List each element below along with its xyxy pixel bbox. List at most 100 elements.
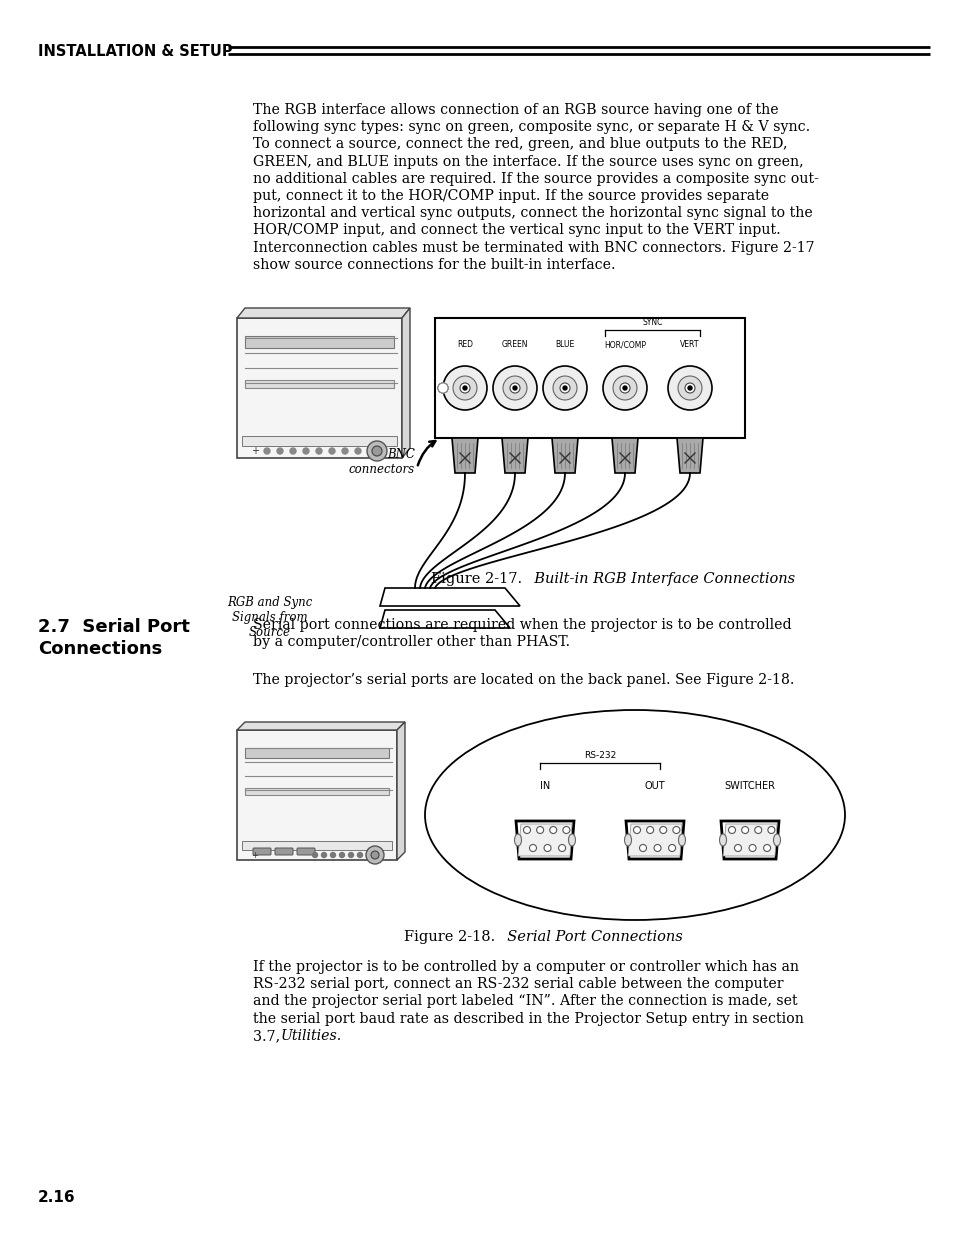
Circle shape: [510, 383, 519, 393]
Text: and the projector serial port labeled “IN”. After the connection is made, set: and the projector serial port labeled “I…: [253, 994, 797, 1009]
Polygon shape: [396, 722, 405, 860]
Ellipse shape: [568, 834, 575, 846]
FancyBboxPatch shape: [296, 848, 314, 855]
Circle shape: [366, 852, 371, 857]
Ellipse shape: [678, 834, 685, 846]
Bar: [435, 317, 744, 438]
Circle shape: [442, 366, 486, 410]
Polygon shape: [720, 821, 779, 860]
Circle shape: [341, 448, 348, 454]
Circle shape: [622, 387, 626, 390]
Circle shape: [659, 826, 666, 834]
Polygon shape: [379, 610, 510, 629]
Text: BLUE: BLUE: [555, 340, 574, 350]
Bar: [245, 336, 394, 348]
Circle shape: [619, 383, 629, 393]
Ellipse shape: [514, 834, 521, 846]
Bar: [242, 436, 396, 446]
Text: HOR/COMP: HOR/COMP: [603, 340, 645, 350]
Text: Utilities.: Utilities.: [281, 1029, 342, 1042]
Circle shape: [678, 375, 701, 400]
Text: The projector’s serial ports are located on the back panel. See Figure 2-18.: The projector’s serial ports are located…: [253, 673, 794, 687]
Circle shape: [437, 383, 448, 393]
Circle shape: [762, 845, 770, 851]
Bar: [245, 788, 389, 795]
Text: the serial port baud rate as described in the Projector Setup entry in section: the serial port baud rate as described i…: [253, 1011, 803, 1025]
Ellipse shape: [719, 834, 726, 846]
Circle shape: [290, 448, 295, 454]
Circle shape: [529, 845, 536, 851]
Circle shape: [303, 448, 309, 454]
Text: RS-232: RS-232: [583, 751, 616, 760]
Polygon shape: [501, 438, 527, 473]
Text: put, connect it to the HOR/COMP input. If the source provides separate: put, connect it to the HOR/COMP input. I…: [253, 189, 768, 203]
Circle shape: [348, 852, 354, 857]
FancyBboxPatch shape: [274, 848, 293, 855]
Circle shape: [740, 826, 748, 834]
Text: BNC
connectors: BNC connectors: [349, 448, 415, 475]
Circle shape: [493, 366, 537, 410]
Circle shape: [672, 826, 679, 834]
Circle shape: [748, 845, 756, 851]
Polygon shape: [552, 438, 578, 473]
Text: no additional cables are required. If the source provides a composite sync out-: no additional cables are required. If th…: [253, 172, 818, 185]
Polygon shape: [517, 824, 572, 856]
Circle shape: [639, 845, 646, 851]
Circle shape: [437, 383, 448, 393]
Text: If the projector is to be controlled by a computer or controller which has an: If the projector is to be controlled by …: [253, 960, 799, 974]
Polygon shape: [452, 438, 477, 473]
Circle shape: [375, 852, 380, 857]
Text: 2.7  Serial Port: 2.7 Serial Port: [38, 618, 190, 636]
Ellipse shape: [773, 834, 780, 846]
Circle shape: [330, 852, 335, 857]
Polygon shape: [625, 821, 683, 860]
Circle shape: [728, 826, 735, 834]
Circle shape: [437, 383, 448, 393]
Text: show source connections for the built-in interface.: show source connections for the built-in…: [253, 258, 615, 272]
Ellipse shape: [424, 710, 844, 920]
Circle shape: [767, 826, 774, 834]
Text: RED: RED: [456, 340, 473, 350]
Circle shape: [339, 852, 344, 857]
Polygon shape: [677, 438, 702, 473]
Text: The RGB interface allows connection of an RGB source having one of the: The RGB interface allows connection of a…: [253, 103, 778, 117]
Circle shape: [553, 375, 577, 400]
Circle shape: [549, 826, 557, 834]
Text: INSTALLATION & SETUP: INSTALLATION & SETUP: [38, 44, 233, 59]
Text: IN: IN: [539, 781, 550, 790]
Text: Interconnection cables must be terminated with BNC connectors. Figure 2-17: Interconnection cables must be terminate…: [253, 241, 814, 254]
Circle shape: [437, 383, 448, 393]
Text: To connect a source, connect the red, green, and blue outputs to the RED,: To connect a source, connect the red, gr…: [253, 137, 786, 152]
Circle shape: [543, 845, 551, 851]
Circle shape: [315, 448, 322, 454]
Circle shape: [633, 826, 639, 834]
Polygon shape: [516, 821, 574, 860]
Circle shape: [734, 845, 740, 851]
Text: SYNC: SYNC: [641, 317, 662, 327]
Text: HOR/COMP input, and connect the vertical sync input to the VERT input.: HOR/COMP input, and connect the vertical…: [253, 224, 780, 237]
Circle shape: [562, 826, 569, 834]
Text: Figure 2-17.: Figure 2-17.: [431, 572, 522, 585]
Text: Built-in RGB Interface Connections: Built-in RGB Interface Connections: [524, 572, 794, 585]
Circle shape: [654, 845, 660, 851]
Circle shape: [264, 448, 270, 454]
Circle shape: [536, 826, 543, 834]
Polygon shape: [236, 722, 405, 730]
Circle shape: [372, 446, 381, 456]
Circle shape: [687, 387, 691, 390]
Bar: [242, 841, 392, 850]
Circle shape: [453, 375, 476, 400]
Text: OUT: OUT: [644, 781, 664, 790]
Text: Serial Port Connections: Serial Port Connections: [497, 930, 682, 944]
Ellipse shape: [624, 834, 631, 846]
Text: Figure 2-18.: Figure 2-18.: [404, 930, 496, 944]
Circle shape: [523, 826, 530, 834]
Text: Serial port connections are required when the projector is to be controlled: Serial port connections are required whe…: [253, 618, 791, 632]
Circle shape: [558, 845, 565, 851]
Polygon shape: [627, 824, 681, 856]
Circle shape: [357, 852, 362, 857]
Text: 2.16: 2.16: [38, 1191, 75, 1205]
Bar: [236, 317, 401, 458]
Text: RGB and Sync
Signals from
Source: RGB and Sync Signals from Source: [227, 597, 313, 638]
Text: 3.7,: 3.7,: [253, 1029, 284, 1042]
